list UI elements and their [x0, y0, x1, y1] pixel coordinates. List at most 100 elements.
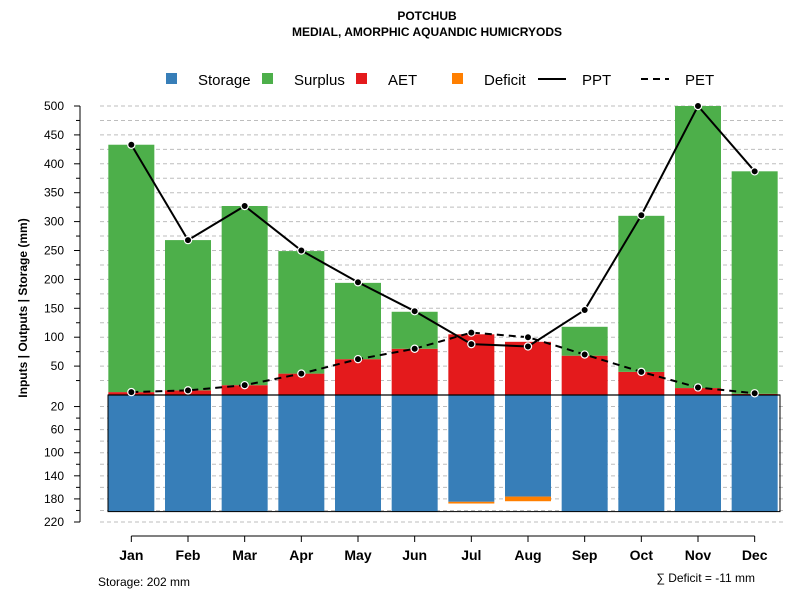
ppt-point-nov [693, 101, 703, 111]
legend: Storage Surplus AET Deficit PPT PET [166, 72, 714, 89]
pet-line [131, 331, 755, 395]
ppt-point-sep [580, 305, 589, 315]
series-lines [127, 101, 759, 398]
x-tick-label-aug: Aug [514, 547, 541, 563]
y-axis-label: Inputs | Outputs | Storage (mm) [16, 218, 30, 397]
pet-point-may [353, 354, 363, 364]
ppt-point-jan [127, 140, 136, 149]
x-tick-label-may: May [344, 547, 371, 563]
x-tick-label-dec: Dec [742, 547, 768, 563]
storage-bar-may [335, 395, 381, 512]
storage-note: Storage: 202 mm [98, 575, 190, 589]
ppt-point-jul [467, 339, 476, 349]
bars [107, 106, 781, 513]
x-tick-label-sep: Sep [572, 547, 598, 563]
surplus-bar-nov [675, 106, 721, 389]
ppt-point-mar [240, 201, 249, 211]
x-tick-label-jun: Jun [402, 547, 427, 563]
y-tick-label: 300 [44, 215, 64, 229]
legend-label-pet: PET [685, 72, 714, 89]
storage-bar-dec [731, 395, 778, 512]
ppt-point-jun [410, 306, 419, 316]
pet-point-apr [297, 369, 306, 378]
surplus-bar-mar [221, 205, 268, 386]
chart-title: POTCHUB [397, 9, 457, 23]
aet-bar-sep [561, 355, 608, 395]
pet-point-nov [693, 383, 703, 392]
axes: 50 100 150 200 250 300 350 400 450 500 20 60 100 140 1… [44, 99, 768, 563]
aet-bar-apr [278, 373, 325, 395]
legend-label-aet: AET [388, 72, 417, 89]
legend-swatch-aet [356, 73, 367, 84]
y-tick-label: 140 [44, 469, 64, 483]
y-tick-label: 350 [44, 186, 64, 200]
ppt-point-dec [750, 167, 759, 176]
aet-bar-oct [618, 371, 665, 395]
legend-label-surplus: Surplus [294, 72, 345, 89]
y-tick-label: 500 [44, 99, 64, 113]
aet-bar-jun [391, 348, 438, 395]
pet-point-jul [467, 328, 476, 337]
y-tick-label: 60 [51, 423, 65, 437]
y-tick-label: 20 [51, 400, 65, 414]
x-tick-label-apr: Apr [289, 547, 314, 563]
chart-subtitle: MEDIAL, AMORPHIC AQUANDIC HUMICRYODS [292, 25, 562, 39]
x-tick-label-feb: Feb [176, 547, 201, 563]
storage-bar-jul [448, 395, 495, 502]
storage-bar-apr [278, 395, 325, 512]
pet-point-oct [637, 367, 646, 377]
surplus-bar-apr [278, 251, 325, 374]
y-tick-label: 50 [51, 359, 65, 373]
storage-bar-feb [165, 395, 211, 512]
ppt-line [130, 104, 756, 348]
surplus-bar-may [335, 282, 381, 360]
x-tick-label-jul: Jul [461, 547, 481, 563]
aet-bar-aug [505, 341, 551, 395]
deficit-bar-jul [448, 501, 495, 504]
deficit-note: ∑ Deficit = -11 mm [656, 571, 755, 585]
y-tick-label: 100 [44, 446, 64, 460]
legend-swatch-deficit [452, 73, 463, 84]
ppt-point-feb [183, 235, 193, 245]
y-tick-label: 200 [44, 272, 64, 286]
pet-point-jan [127, 387, 136, 397]
legend-label-deficit: Deficit [484, 72, 527, 89]
surplus-bar-jan [108, 144, 155, 393]
y-tick-label: 400 [44, 157, 64, 171]
y-tick-label: 250 [44, 244, 64, 258]
pet-point-feb [183, 386, 193, 395]
x-tick-label-jan: Jan [119, 547, 143, 563]
surplus-bar-dec [731, 171, 778, 394]
pet-point-aug [523, 333, 533, 342]
pet-point-mar [240, 380, 249, 390]
x-tick-label-mar: Mar [232, 547, 257, 563]
x-tick-label-nov: Nov [685, 547, 712, 563]
legend-label-ppt: PPT [582, 72, 611, 89]
storage-bar-nov [675, 395, 721, 512]
storage-bar-mar [221, 395, 268, 512]
surplus-bar-jun [391, 311, 438, 349]
ppt-point-aug [523, 342, 533, 351]
y-tick-label: 450 [44, 128, 64, 142]
legend-swatch-surplus [262, 73, 273, 84]
pet-point-jun [410, 344, 419, 353]
storage-bar-oct [618, 395, 665, 512]
storage-bar-jan [108, 395, 155, 512]
ppt-point-apr [297, 246, 306, 255]
aet-bar-mar [221, 385, 268, 395]
legend-swatch-storage [166, 73, 177, 84]
y-tick-label: 150 [44, 301, 64, 315]
storage-bar-aug [505, 395, 551, 497]
deficit-bar-aug [505, 496, 551, 502]
ppt-point-oct [637, 211, 646, 220]
ppt-point-may [353, 278, 363, 287]
storage-bar-sep [561, 395, 608, 512]
surplus-bar-feb [165, 240, 211, 391]
y-tick-label: 180 [44, 492, 64, 506]
aet-bar-may [335, 359, 381, 395]
surplus-bar-oct [618, 215, 665, 372]
storage-bar-jun [391, 395, 438, 512]
grid-lines [100, 105, 784, 523]
y-tick-label: 100 [44, 330, 64, 344]
